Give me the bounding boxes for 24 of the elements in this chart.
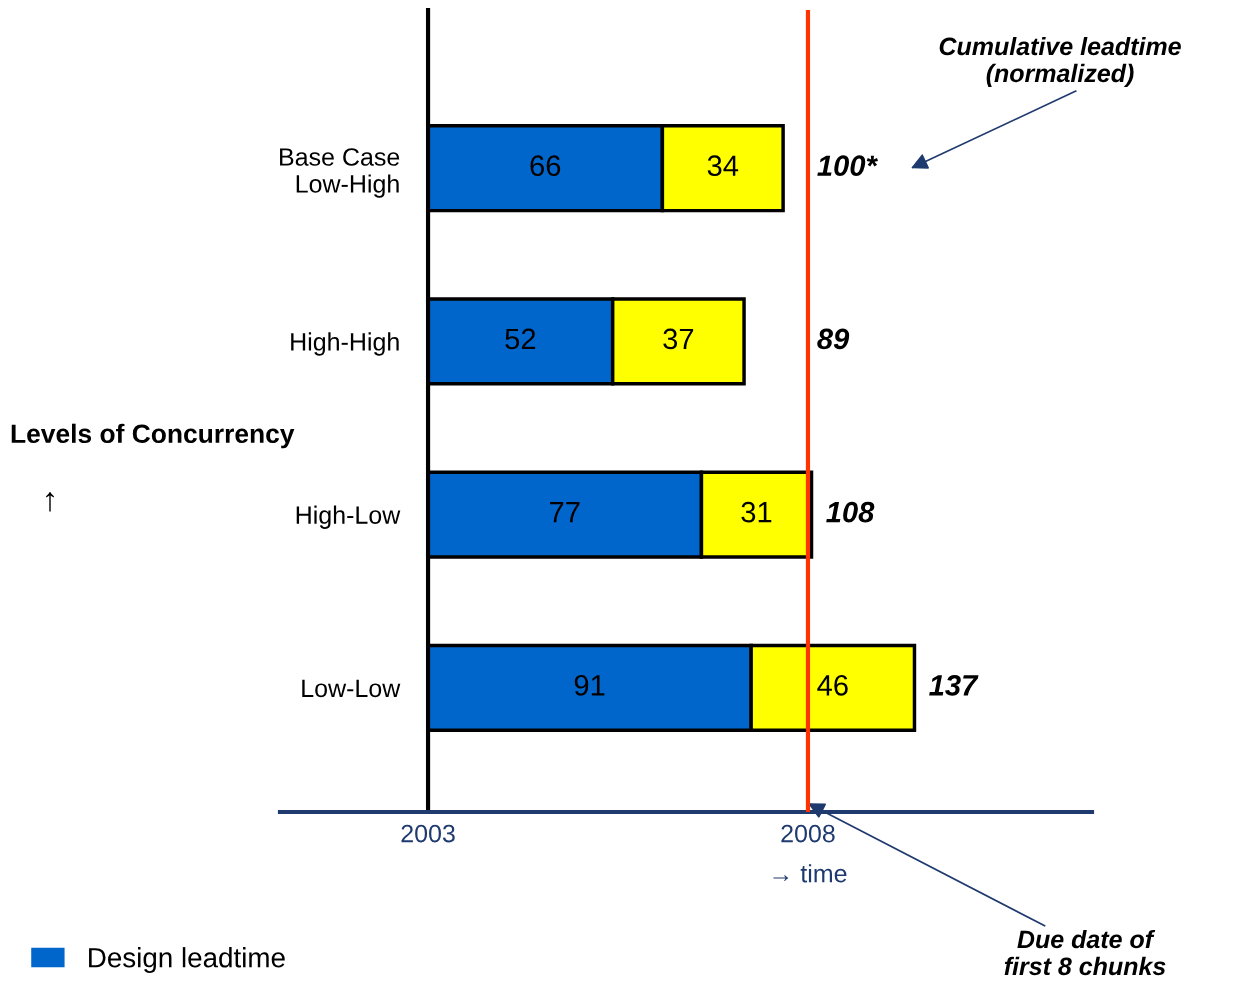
legend-label: Design leadtime (89, 947, 285, 973)
data-label: 52 (505, 328, 536, 350)
total-label: 100* (817, 155, 878, 177)
y-tick-label: Low-Low (302, 679, 401, 698)
data-label: 46 (817, 675, 848, 696)
text: ↑ (46, 491, 54, 512)
data-label: 34 (707, 155, 739, 177)
data-label: 77 (550, 502, 580, 523)
text: 2003 (401, 824, 455, 843)
total-label: 108 (826, 501, 875, 523)
text: 2008 (781, 824, 835, 843)
y-tick-label: High-Low (296, 505, 401, 529)
y-axis-title: Levels of Concurrency (11, 423, 295, 449)
y-tick-label: High-High (291, 332, 399, 356)
data-label: 31 (741, 501, 772, 523)
x-axis-title: → time (773, 864, 847, 883)
text: Due date of first 8 chunks (1004, 929, 1166, 976)
total-label: 89 (817, 328, 850, 350)
data-label: 66 (530, 155, 561, 177)
data-label: 37 (663, 328, 694, 350)
y-tick-label: Base Case Low-High (280, 148, 400, 198)
data-label: 91 (574, 675, 605, 696)
annotation: Cumulative leadtime (normalized) (939, 36, 1181, 88)
total-label: 137 (929, 675, 979, 696)
